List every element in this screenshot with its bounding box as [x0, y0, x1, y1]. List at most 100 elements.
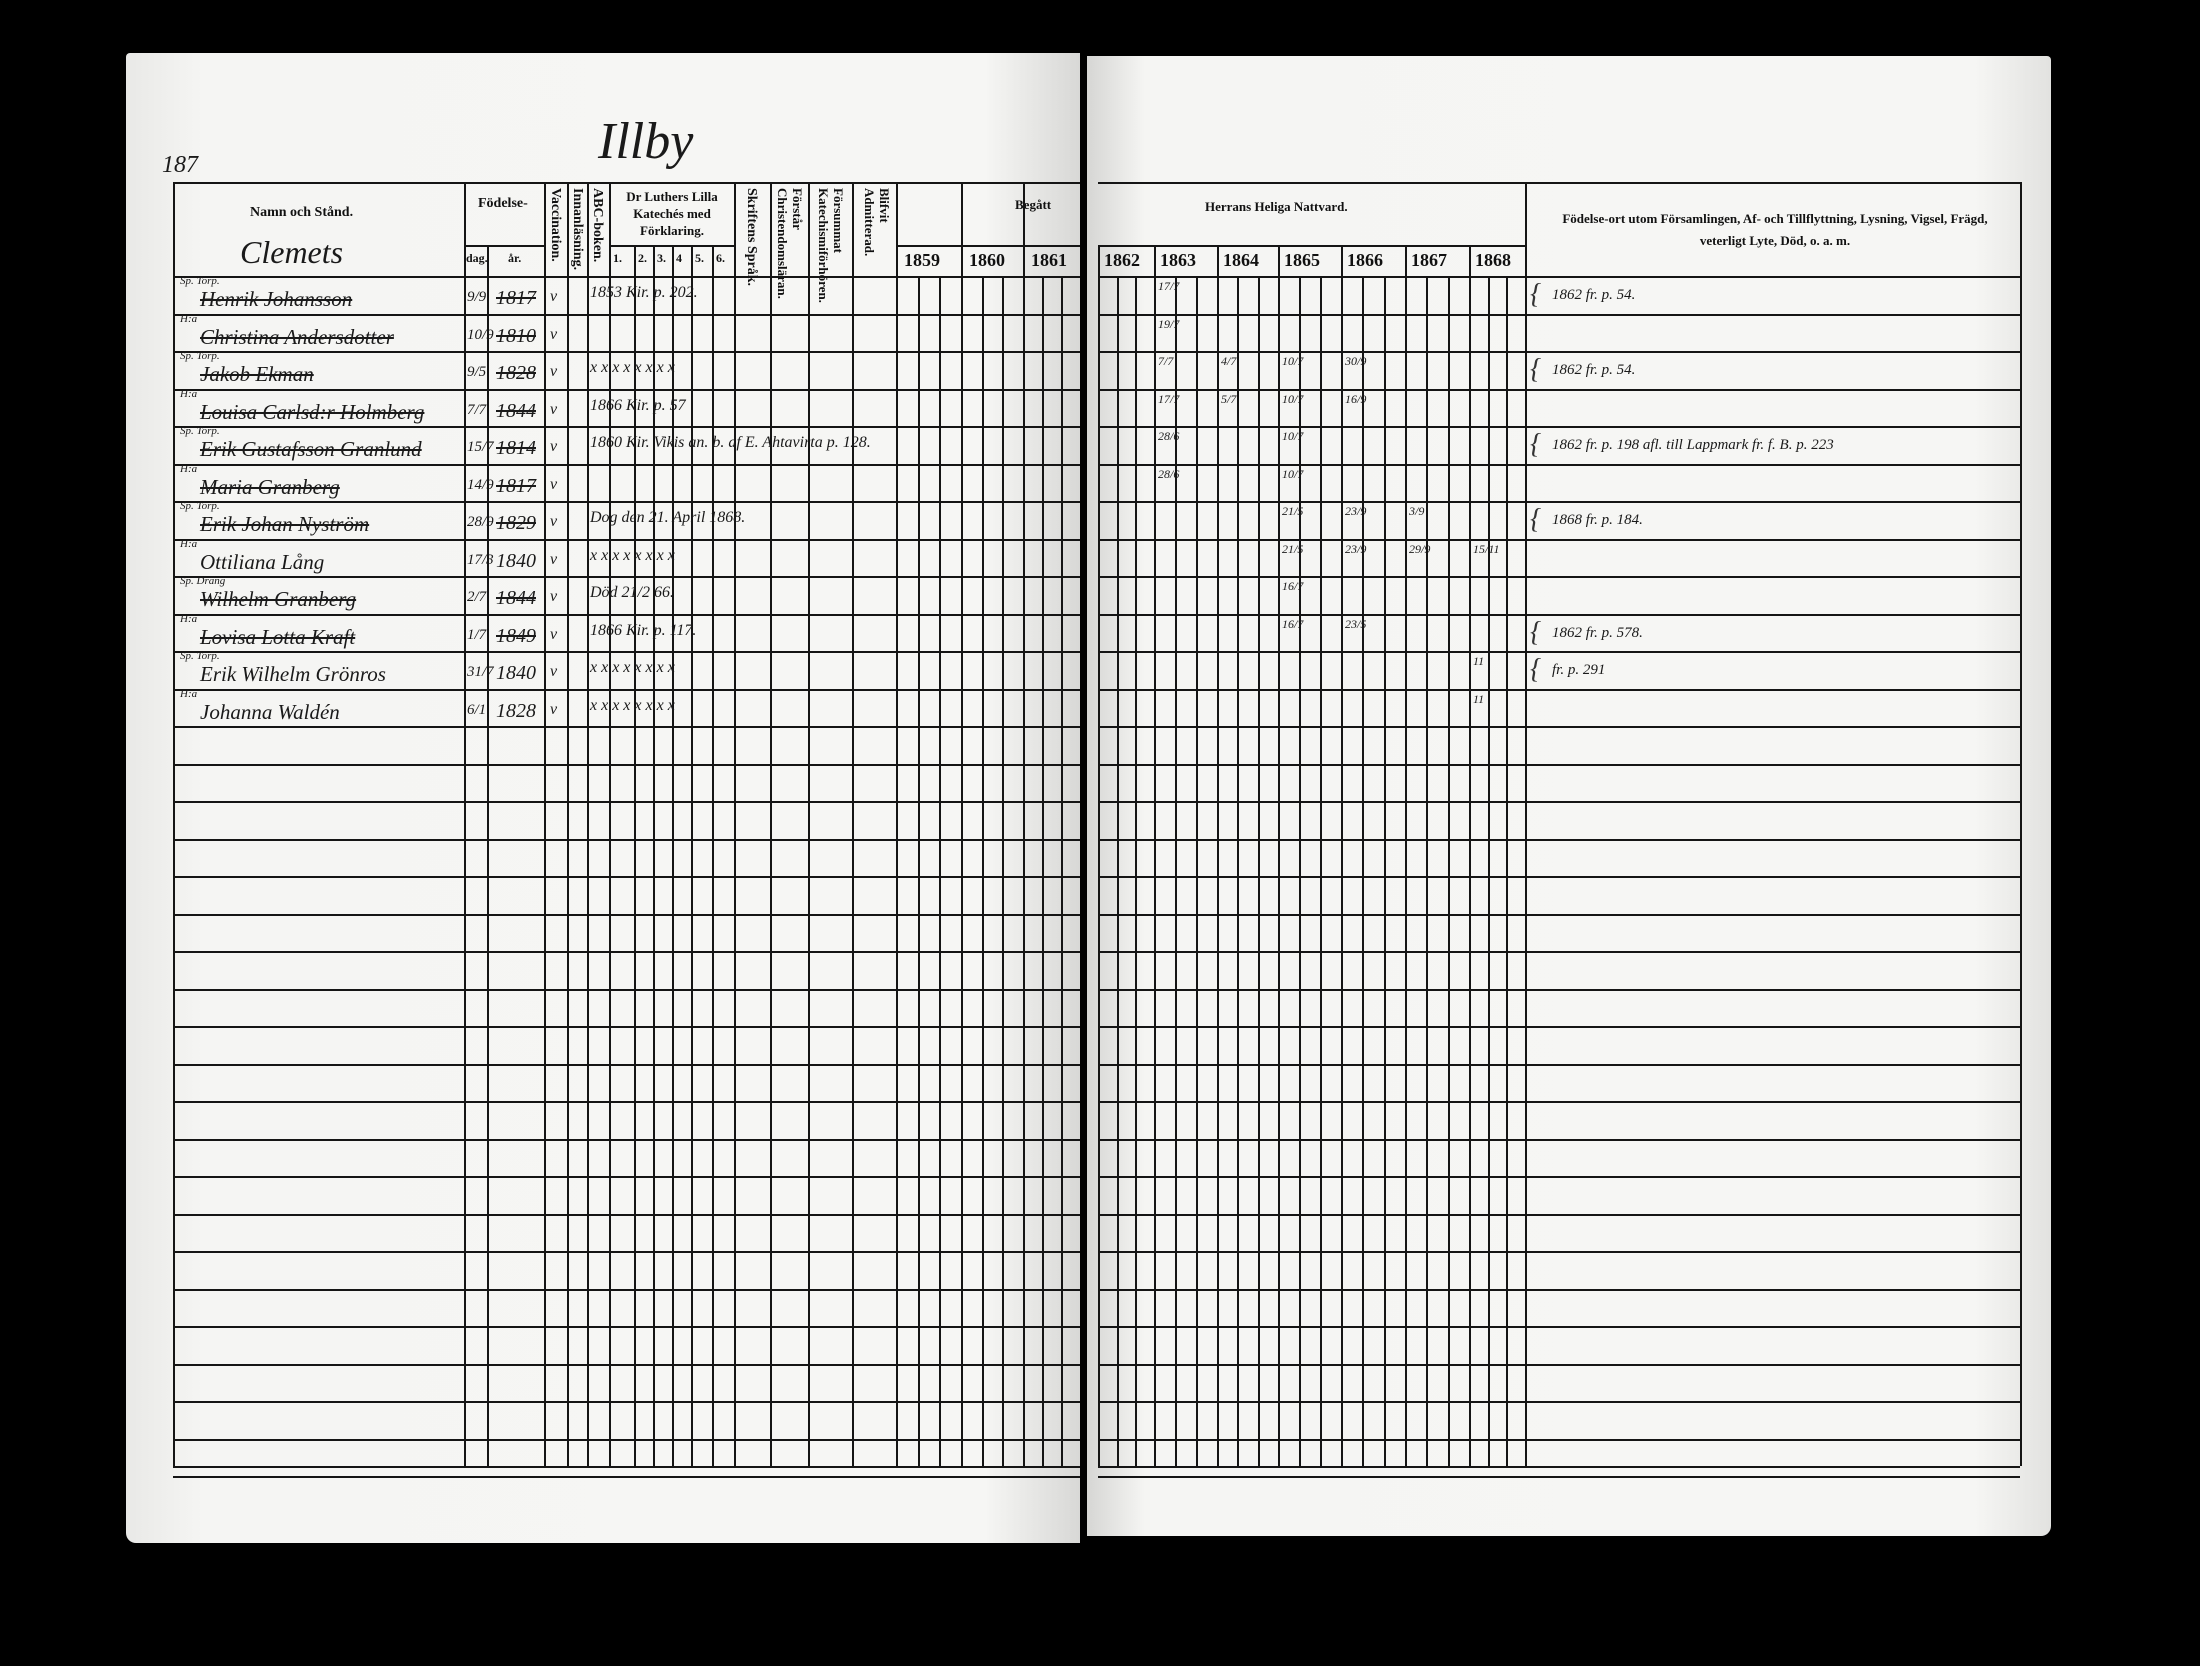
- row-line: [1098, 614, 2020, 616]
- brace-mark: {: [1530, 429, 1542, 460]
- sub-column-line: [1042, 276, 1044, 1466]
- entry-name: Ottiliana Lång: [200, 549, 325, 574]
- entry-birth-year: 1810: [496, 324, 536, 347]
- row-line: [1098, 1364, 2020, 1366]
- row-line: [173, 764, 1080, 766]
- row-line: [173, 689, 1080, 691]
- entry-name: Henrik Johansson: [200, 287, 353, 311]
- column-line: [1278, 245, 1280, 1466]
- bottom-rule: [173, 1466, 1080, 1468]
- row-line: [1098, 689, 2020, 691]
- header-vaccination: Vaccination.: [548, 188, 563, 262]
- column-line: [1217, 245, 1219, 1466]
- entry-name: Christina Andersdotter: [200, 324, 394, 349]
- entry-birth-day: 1/7: [467, 626, 487, 643]
- entry-title: Sp. Torp.: [180, 425, 220, 437]
- entry-birth-year: 1828: [496, 362, 536, 384]
- communion-date: 17/7: [1158, 279, 1180, 293]
- header-visited: Begått: [1015, 197, 1052, 212]
- row-line: [173, 1101, 1080, 1103]
- row-line: [1098, 876, 2020, 878]
- row-line: [1098, 801, 2020, 803]
- year-subheader-rule: [896, 245, 1080, 247]
- remark-text: 1862 fr. p. 198 afl. till Lappmark fr. f…: [1552, 437, 1834, 453]
- row-line: [173, 539, 1080, 541]
- year-label: 1860: [969, 250, 1005, 270]
- entry-birth-day: 9/9: [467, 289, 487, 305]
- column-line: [487, 245, 489, 1466]
- row-line: [173, 501, 1080, 503]
- sub-column-line: [1506, 276, 1509, 1466]
- row-line: [1098, 1289, 2020, 1291]
- row-line: [173, 989, 1080, 991]
- entry-note: x x x x x x x x: [590, 659, 675, 676]
- communion-date: 10/7: [1282, 354, 1304, 368]
- row-line: [173, 1139, 1080, 1141]
- entry-note: 1866 Kir. p. 57: [590, 396, 686, 414]
- row-line: [173, 1476, 1080, 1478]
- column-line: [852, 182, 854, 1466]
- row-line: [1098, 1026, 2020, 1028]
- sub-column-line: [917, 276, 920, 1466]
- column-line: [1023, 182, 1025, 1466]
- row-line: [1098, 1176, 2020, 1178]
- year-subheader-rule: [1098, 245, 1525, 247]
- row-line: [1098, 1251, 2020, 1253]
- row-line: [173, 914, 1080, 916]
- row-line: [173, 1326, 1080, 1328]
- row-line: [173, 951, 1080, 953]
- communion-date: 16/7: [1282, 616, 1304, 631]
- entry-title: Sp. Torp.: [180, 275, 220, 287]
- header-name: Namn och Stånd.: [250, 205, 354, 220]
- entry-birth-year: 1814: [496, 437, 536, 459]
- entry-title: Sp. Torp.: [180, 650, 220, 662]
- entry-birth-day: 7/7: [467, 401, 487, 418]
- communion-date: 3/9: [1409, 504, 1425, 518]
- column-line: [567, 182, 569, 1466]
- row-line: [1098, 989, 2020, 991]
- row-line: [1098, 501, 2020, 503]
- sub-column-line: [1362, 276, 1365, 1466]
- row-line: [1098, 389, 2020, 391]
- header-admitted: Blifvit Admitterad.: [862, 188, 892, 257]
- entry-note: x x x x x x x x: [590, 546, 675, 564]
- entry-name: Jakob Ekman: [200, 362, 314, 386]
- entry-note: 1853 Kir. p. 202.: [590, 284, 698, 301]
- row-line: [173, 576, 1080, 578]
- sub-column-line: [1116, 276, 1119, 1466]
- entry-birth-year: 1817: [496, 474, 536, 497]
- entry-name: Louisa Carlsd:r Holmberg: [200, 399, 425, 424]
- entry-vaccination: v: [550, 550, 558, 568]
- row-line: [173, 389, 1080, 391]
- communion-date: 10/7: [1282, 391, 1304, 406]
- row-line: [173, 651, 1080, 653]
- communion-date: 11: [1473, 654, 1485, 668]
- entry-name: Erik Johan Nyström: [200, 512, 370, 536]
- right-border: [2020, 182, 2022, 1466]
- entry-vaccination: v: [550, 663, 558, 680]
- communion-date: 21/5: [1282, 541, 1304, 556]
- entry-vaccination: v: [550, 475, 558, 493]
- column-line: [1154, 245, 1156, 1466]
- row-line: [173, 1064, 1080, 1066]
- communion-date: 17/7: [1158, 391, 1180, 406]
- header-birth: Födelse-: [478, 196, 528, 211]
- entry-birth-day: 2/7: [467, 589, 487, 605]
- row-line: [1098, 464, 2020, 466]
- row-line: [1098, 726, 2020, 728]
- remarks-column-line: [1525, 182, 1527, 1466]
- bottom-rule: [1098, 1466, 2020, 1468]
- header-missed: Försummat Katechismiförhören.: [816, 188, 846, 303]
- year-label: 1866: [1347, 250, 1383, 270]
- row-line: [1098, 764, 2020, 766]
- row-line: [173, 801, 1080, 803]
- entry-note: Död 21/2 66.: [590, 584, 674, 601]
- communion-date: 29/9: [1409, 541, 1431, 556]
- left-page: [126, 53, 1080, 1543]
- column-line: [712, 245, 714, 1466]
- row-line: [1098, 351, 2020, 353]
- catechism-part-label: 1.: [613, 251, 622, 265]
- entry-birth-year: 1817: [496, 287, 536, 309]
- sub-column-line: [1237, 276, 1240, 1466]
- column-line: [961, 182, 963, 1466]
